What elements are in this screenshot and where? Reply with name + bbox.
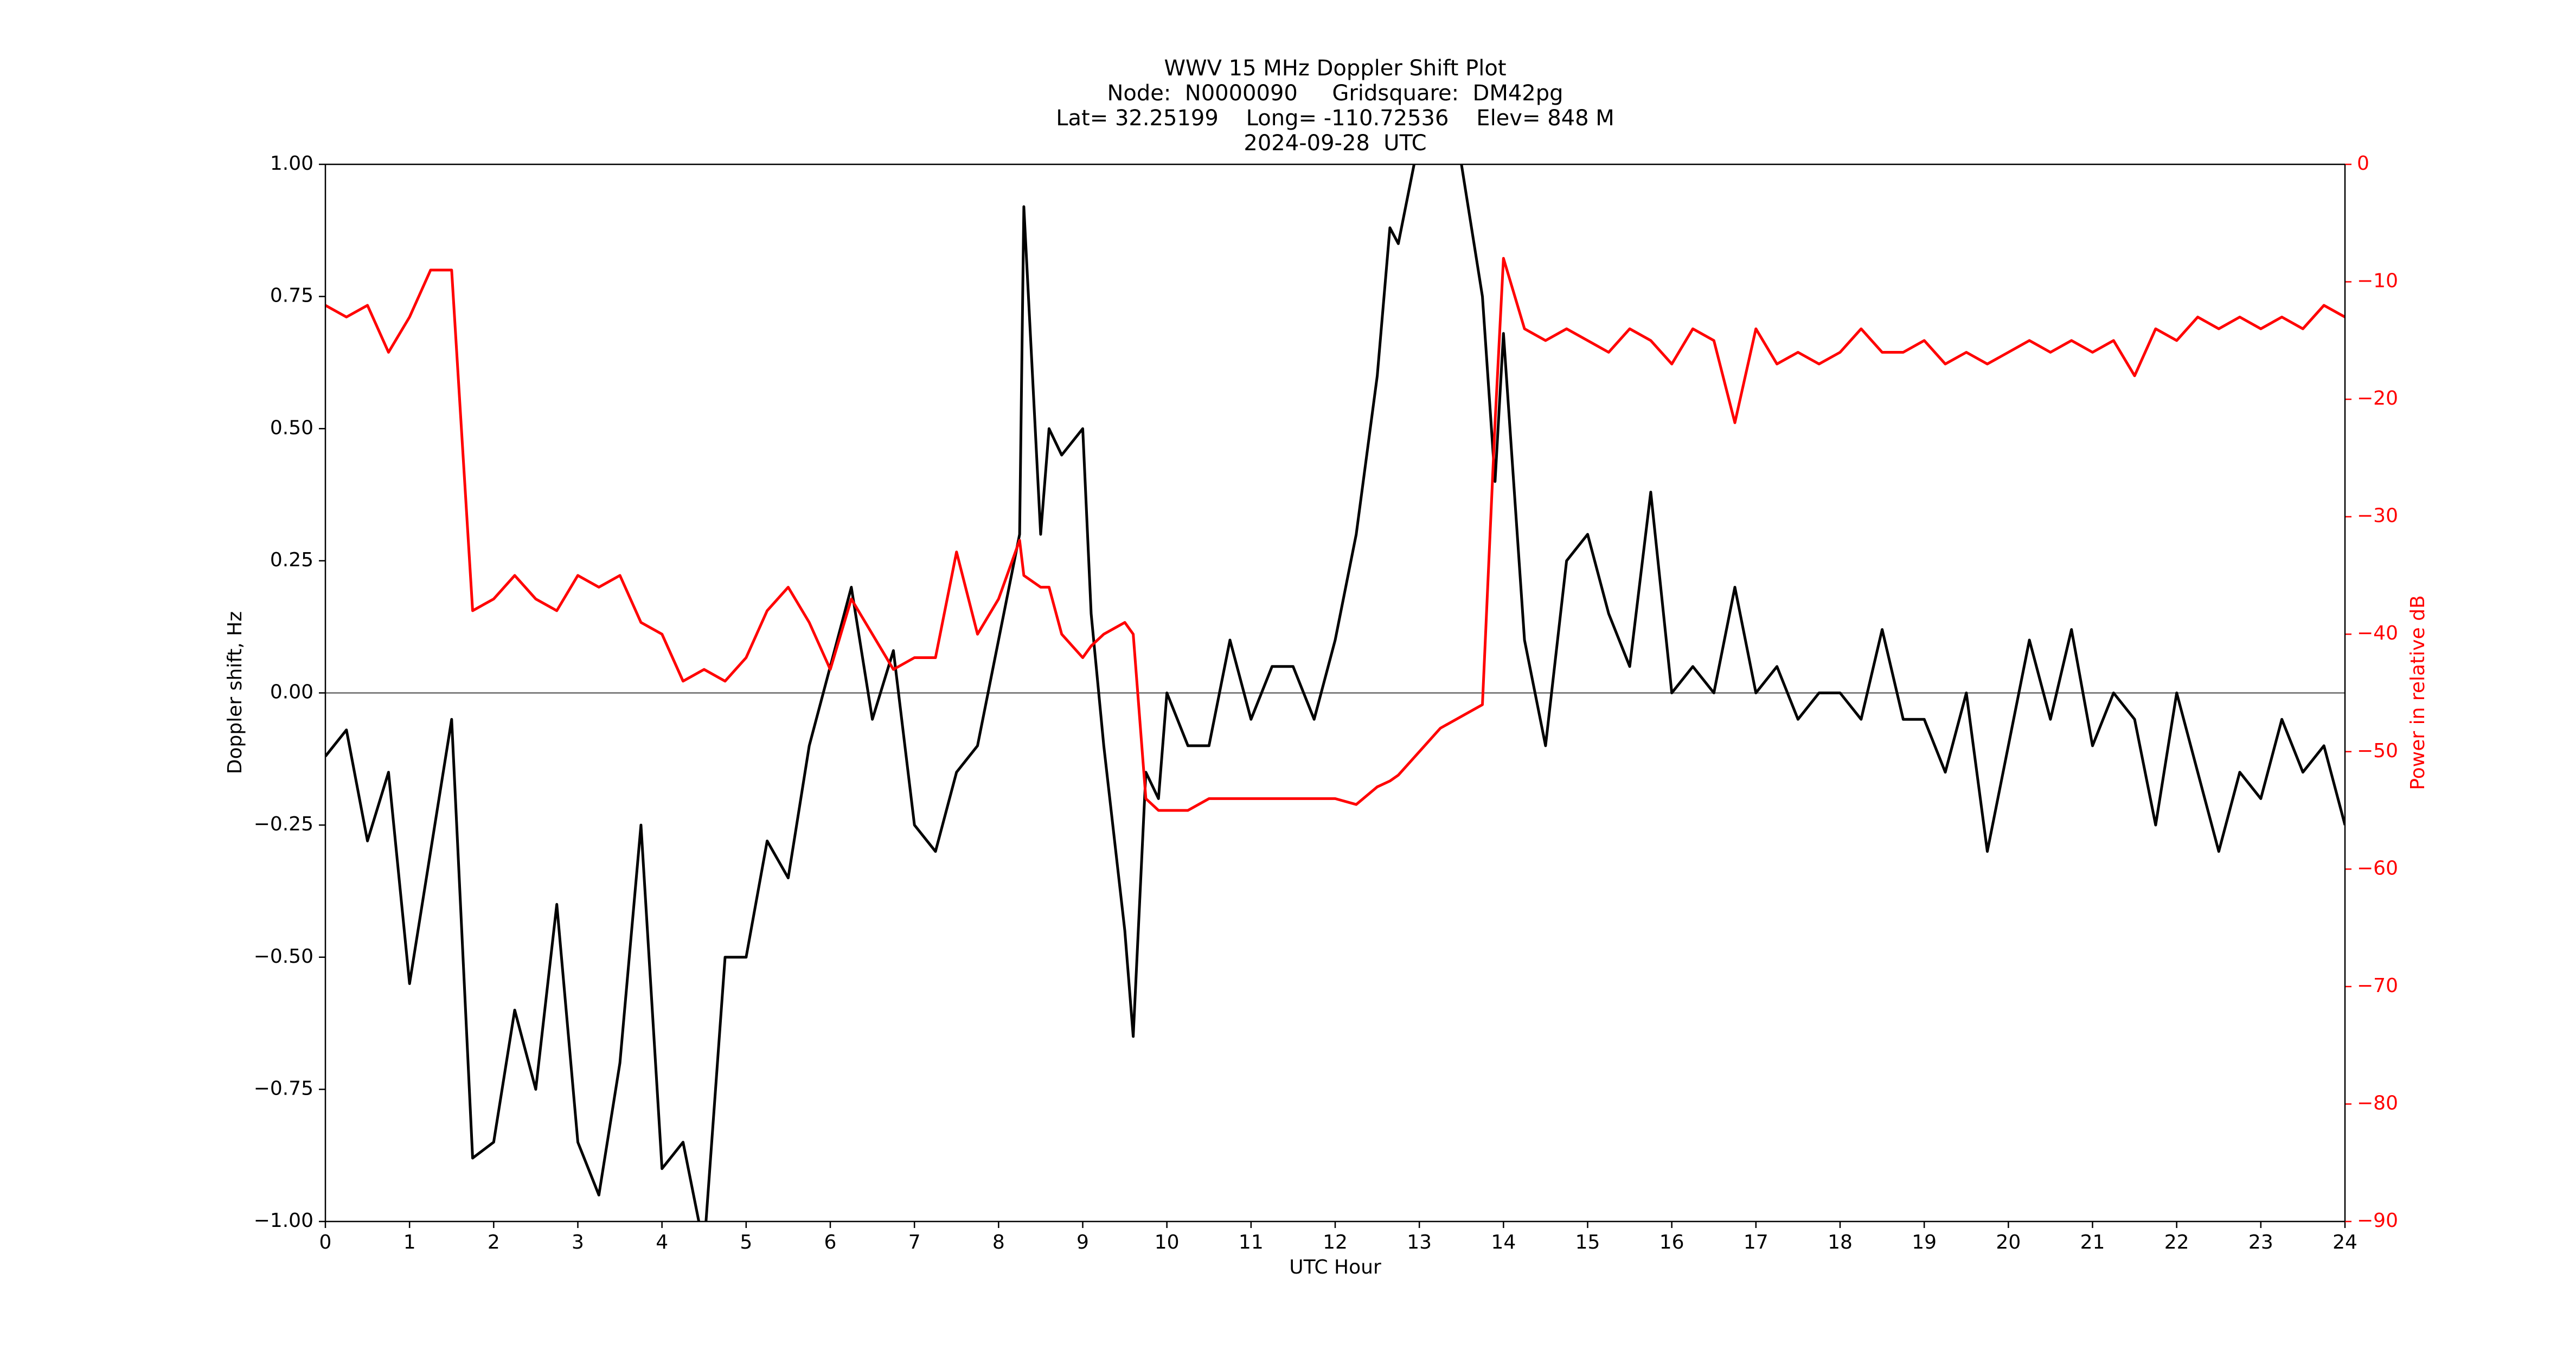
y-axis-label: Doppler shift, Hz xyxy=(224,611,246,774)
x-tick-label: 11 xyxy=(1239,1231,1264,1253)
x-tick-label: 21 xyxy=(2080,1231,2105,1253)
y-tick-label: 0.25 xyxy=(270,549,313,571)
y-tick-label: −0.50 xyxy=(254,945,313,968)
x-tick-label: 5 xyxy=(740,1231,752,1253)
y-tick-label: 0.00 xyxy=(270,681,313,703)
x-tick-label: 23 xyxy=(2248,1231,2273,1253)
y2-tick-label: −50 xyxy=(2357,740,2398,762)
x-tick-label: 4 xyxy=(656,1231,668,1253)
x-axis-label: UTC Hour xyxy=(1289,1256,1381,1278)
x-tick-label: 1 xyxy=(403,1231,416,1253)
x-tick-label: 13 xyxy=(1407,1231,1432,1253)
x-tick-label: 3 xyxy=(572,1231,584,1253)
y-tick-label: 1.00 xyxy=(270,152,313,175)
y-tick-label: −1.00 xyxy=(254,1210,313,1232)
x-tick-label: 20 xyxy=(1996,1231,2021,1253)
y-tick-label: 0.50 xyxy=(270,417,313,439)
y-tick-label: −0.25 xyxy=(254,813,313,835)
chart-subtitle: Lat= 32.25199 Long= -110.72536 Elev= 848… xyxy=(1056,106,1614,131)
x-tick-label: 15 xyxy=(1575,1231,1600,1253)
y2-tick-label: −70 xyxy=(2357,975,2398,997)
chart-subtitle: 2024-09-28 UTC xyxy=(1244,131,1426,156)
x-tick-label: 6 xyxy=(824,1231,837,1253)
x-tick-label: 9 xyxy=(1076,1231,1089,1253)
x-tick-label: 0 xyxy=(319,1231,332,1253)
y2-tick-label: −30 xyxy=(2357,505,2398,527)
x-tick-label: 16 xyxy=(1659,1231,1684,1253)
x-tick-label: 8 xyxy=(992,1231,1005,1253)
x-tick-label: 2 xyxy=(488,1231,500,1253)
x-tick-label: 7 xyxy=(908,1231,921,1253)
x-tick-label: 17 xyxy=(1744,1231,1768,1253)
chart-subtitle: Node: N0000090 Gridsquare: DM42pg xyxy=(1107,81,1563,106)
x-tick-label: 22 xyxy=(2164,1231,2189,1253)
x-tick-label: 12 xyxy=(1323,1231,1348,1253)
data-line xyxy=(325,164,2345,1221)
x-tick-label: 14 xyxy=(1491,1231,1516,1253)
y2-tick-label: −60 xyxy=(2357,857,2398,879)
y2-axis-label: Power in relative dB xyxy=(2407,595,2429,790)
x-tick-label: 19 xyxy=(1912,1231,1937,1253)
x-tick-label: 10 xyxy=(1155,1231,1180,1253)
y2-tick-label: −40 xyxy=(2357,622,2398,644)
y2-tick-label: −80 xyxy=(2357,1092,2398,1114)
x-tick-label: 18 xyxy=(1828,1231,1853,1253)
y2-tick-label: −10 xyxy=(2357,270,2398,292)
y-tick-label: 0.75 xyxy=(270,285,313,307)
plot-area xyxy=(325,164,2345,1221)
data-line xyxy=(325,257,2345,812)
y2-tick-label: 0 xyxy=(2357,152,2369,175)
y2-tick-label: −20 xyxy=(2357,387,2398,410)
y2-tick-label: −90 xyxy=(2357,1210,2398,1232)
x-tick-label: 24 xyxy=(2333,1231,2357,1253)
chart-title: WWV 15 MHz Doppler Shift Plot xyxy=(1164,56,1506,81)
y-tick-label: −0.75 xyxy=(254,1077,313,1099)
